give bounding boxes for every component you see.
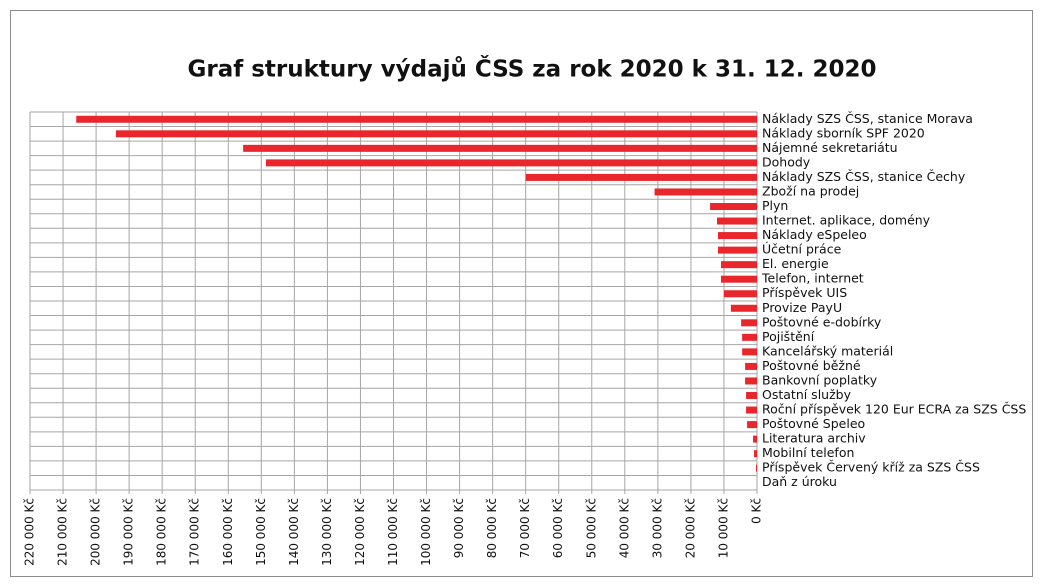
category-label: Náklady SZS ČSS, stanice Morava xyxy=(762,111,973,126)
bar xyxy=(717,217,757,225)
bar xyxy=(746,392,757,399)
category-label: Ostatní služby xyxy=(762,387,852,402)
category-label: Pojištění xyxy=(762,329,815,344)
x-tick-label: 200 000 Kč xyxy=(89,498,103,566)
category-label: Mobilní telefon xyxy=(762,445,854,460)
category-label: Internet. aplikace, domény xyxy=(762,213,931,228)
x-tick-label: 0 Kč xyxy=(750,498,764,524)
category-label: Zboží na prodej xyxy=(762,183,859,198)
category-label: Daň z úroku xyxy=(762,474,837,489)
bar xyxy=(718,246,757,254)
bar xyxy=(742,348,757,356)
bar xyxy=(756,464,757,472)
category-label: Příspěvek UIS xyxy=(762,285,847,300)
bar xyxy=(525,173,757,181)
x-tick-label: 170 000 Kč xyxy=(188,498,202,566)
bar xyxy=(710,203,757,210)
bar xyxy=(720,261,757,269)
category-label: Účetní práce xyxy=(762,242,842,257)
bar xyxy=(265,159,757,167)
category-label: Poštovné e-dobírky xyxy=(762,314,882,329)
bar xyxy=(654,188,757,196)
x-tick-label: 30 000 Kč xyxy=(650,498,664,558)
category-label: Poštovné běžné xyxy=(762,358,861,373)
x-tick-label: 180 000 Kč xyxy=(155,498,169,566)
category-label: El. energie xyxy=(762,256,829,271)
x-tick-label: 90 000 Kč xyxy=(452,498,466,558)
x-tick-label: 50 000 Kč xyxy=(584,498,598,558)
bar xyxy=(720,275,757,283)
category-label: Náklady SZS ČSS, stanice Čechy xyxy=(762,169,966,184)
chart-border xyxy=(10,10,1033,577)
x-tick-label: 150 000 Kč xyxy=(254,498,268,566)
x-tick-label: 120 000 Kč xyxy=(353,498,367,566)
category-label: Kancelářský materiál xyxy=(762,343,893,358)
x-tick-label: 160 000 Kč xyxy=(221,498,235,566)
category-label: Literatura archiv xyxy=(762,431,866,446)
x-tick-label: 220 000 Kč xyxy=(23,498,37,566)
bar xyxy=(747,421,757,429)
x-tick-label: 130 000 Kč xyxy=(320,498,334,566)
bar xyxy=(745,377,757,385)
category-label: Telefon, internet xyxy=(761,271,864,286)
bar xyxy=(723,290,757,298)
x-tick-label: 60 000 Kč xyxy=(551,498,565,558)
x-tick-label: 210 000 Kč xyxy=(56,498,70,566)
x-tick-label: 70 000 Kč xyxy=(518,498,532,558)
bar xyxy=(730,304,757,312)
bar xyxy=(754,450,757,458)
x-tick-label: 40 000 Kč xyxy=(617,498,631,558)
bar xyxy=(243,144,757,152)
x-tick-label: 80 000 Kč xyxy=(485,498,499,558)
bar xyxy=(115,130,757,138)
x-tick-label: 100 000 Kč xyxy=(419,498,433,566)
category-label: Náklady eSpeleo xyxy=(762,227,867,242)
category-label: Plyn xyxy=(762,198,788,213)
category-label: Poštovné Speleo xyxy=(762,416,865,431)
chart-title: Graf struktury výdajů ČSS za rok 2020 k … xyxy=(187,55,876,83)
bar xyxy=(745,362,757,370)
bar xyxy=(753,435,757,443)
category-label: Provize PayU xyxy=(762,300,842,315)
x-tick-label: 10 000 Kč xyxy=(716,498,730,558)
bar xyxy=(746,406,757,414)
bar xyxy=(741,319,757,327)
bar xyxy=(76,115,758,123)
x-tick-label: 140 000 Kč xyxy=(287,498,301,566)
x-tick-label: 190 000 Kč xyxy=(122,498,136,566)
category-label: Příspěvek Červený kříž za SZS ČSS xyxy=(762,460,980,475)
category-label: Roční příspěvek 120 Eur ECRA za SZS ČSS xyxy=(762,402,1026,417)
category-label: Dohody xyxy=(762,154,811,169)
bar xyxy=(742,333,757,341)
x-tick-label: 110 000 Kč xyxy=(386,498,400,566)
category-label: Nájemné sekretariátu xyxy=(762,140,898,155)
x-tick-label: 20 000 Kč xyxy=(683,498,697,558)
category-label: Bankovní poplatky xyxy=(762,372,878,387)
category-label: Náklady sborník SPF 2020 xyxy=(762,125,925,140)
bar xyxy=(718,232,757,240)
